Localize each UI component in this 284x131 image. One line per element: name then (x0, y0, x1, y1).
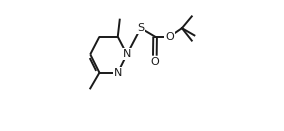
Text: O: O (151, 57, 159, 67)
Text: N: N (123, 49, 131, 59)
Text: O: O (165, 32, 174, 42)
Text: N: N (114, 68, 122, 78)
Text: S: S (137, 23, 144, 33)
